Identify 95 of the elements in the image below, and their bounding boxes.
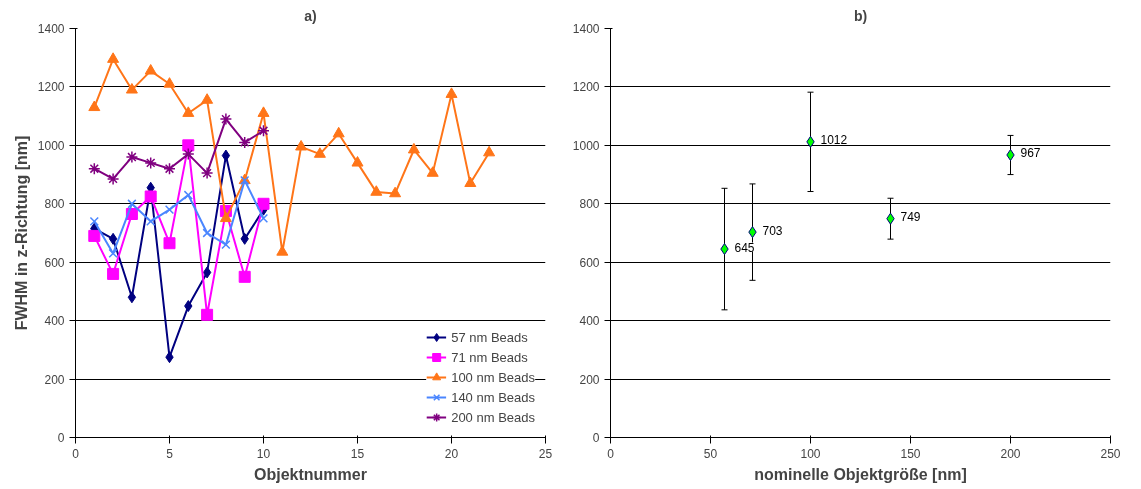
point xyxy=(182,147,195,161)
point xyxy=(144,190,157,203)
point xyxy=(238,270,251,283)
x-tick-label: 20 xyxy=(444,446,459,461)
point xyxy=(163,77,176,88)
point xyxy=(108,232,118,245)
point xyxy=(257,124,270,137)
point xyxy=(464,176,477,188)
point xyxy=(107,52,120,63)
point xyxy=(202,266,212,279)
point xyxy=(144,64,157,75)
point xyxy=(88,229,101,242)
x-tick-label: 5 xyxy=(166,446,174,461)
point xyxy=(257,197,270,210)
point xyxy=(108,248,118,259)
chart-title: a) xyxy=(304,7,317,24)
point xyxy=(351,156,364,167)
legend-label: 140 nm Beads xyxy=(451,389,535,405)
y-tick-label: 0 xyxy=(592,431,600,445)
point xyxy=(219,211,232,223)
point xyxy=(445,87,458,98)
point xyxy=(183,190,193,200)
data-label: 703 xyxy=(762,223,783,238)
y-tick-label: 1200 xyxy=(572,80,600,95)
point xyxy=(89,216,99,226)
x-tick-label: 50 xyxy=(703,446,718,461)
point xyxy=(182,139,195,152)
point xyxy=(125,150,139,164)
x-tick-label: 10 xyxy=(256,446,271,461)
legend-label: 200 nm Beads xyxy=(451,409,535,425)
y-tick-label: 1400 xyxy=(572,22,600,36)
y-tick-label: 800 xyxy=(44,197,65,212)
point xyxy=(1006,149,1015,161)
x-tick-label: 15 xyxy=(350,446,365,461)
point xyxy=(163,162,176,175)
legend-label: 57 nm Beads xyxy=(451,329,528,345)
point xyxy=(146,216,156,226)
point xyxy=(200,166,214,180)
legend-label: 71 nm Beads xyxy=(451,349,528,365)
point xyxy=(106,172,120,186)
point xyxy=(407,142,420,154)
data-label: 1012 xyxy=(820,133,848,148)
point xyxy=(125,83,138,94)
point xyxy=(483,145,496,157)
x-axis-title: nominelle Objektgröße [nm] xyxy=(754,465,967,483)
y-tick-label: 600 xyxy=(579,255,600,270)
data-label: 749 xyxy=(900,210,921,225)
y-tick-label: 1200 xyxy=(37,80,65,95)
point xyxy=(182,106,195,117)
y-axis-title: FWHM in z-Richtung [nm] xyxy=(12,135,30,331)
point xyxy=(88,162,101,175)
point xyxy=(219,112,233,126)
point xyxy=(202,228,212,238)
point xyxy=(144,156,157,170)
point xyxy=(238,136,251,149)
x-tick-label: 250 xyxy=(1100,446,1121,461)
point xyxy=(389,186,402,198)
chart-title: b) xyxy=(853,7,868,24)
point xyxy=(127,291,137,304)
point xyxy=(332,126,345,138)
x-tick-label: 100 xyxy=(800,446,821,461)
point xyxy=(163,237,176,250)
point xyxy=(295,139,308,151)
x-axis-title: Objektnummer xyxy=(254,465,367,483)
data-label: 645 xyxy=(734,240,755,255)
y-tick-label: 1000 xyxy=(37,138,65,153)
point xyxy=(201,308,214,321)
legend-label: 100 nm Beads xyxy=(451,369,535,385)
y-tick-label: 800 xyxy=(579,197,600,212)
point xyxy=(88,100,101,112)
y-tick-label: 600 xyxy=(44,255,65,270)
point xyxy=(313,147,326,158)
x-tick-label: 25 xyxy=(538,446,553,461)
point xyxy=(276,245,289,256)
x-tick-label: 150 xyxy=(900,446,921,461)
x-tick-label: 0 xyxy=(607,446,615,461)
point xyxy=(426,166,439,177)
point xyxy=(370,185,383,196)
point xyxy=(127,199,137,209)
y-tick-label: 400 xyxy=(579,314,600,329)
y-tick-label: 200 xyxy=(579,372,600,387)
point xyxy=(221,240,231,250)
y-tick-label: 400 xyxy=(44,314,65,329)
x-tick-label: 200 xyxy=(1000,446,1021,461)
y-tick-label: 200 xyxy=(44,372,65,387)
y-tick-label: 1000 xyxy=(572,138,600,153)
y-tick-label: 0 xyxy=(57,431,65,445)
data-label: 967 xyxy=(1020,146,1041,161)
x-tick-label: 0 xyxy=(72,446,80,461)
point xyxy=(258,213,269,224)
point xyxy=(257,106,270,117)
point xyxy=(164,204,175,215)
point xyxy=(201,93,214,104)
point xyxy=(107,267,120,280)
y-tick-label: 1400 xyxy=(37,22,65,36)
